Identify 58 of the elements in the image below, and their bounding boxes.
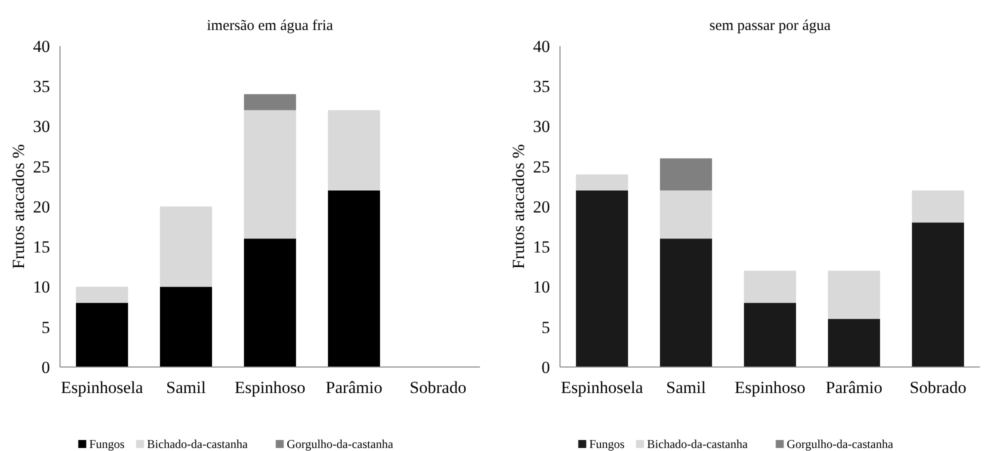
legend-label: Bichado-da-castanha: [147, 437, 248, 451]
bar: [76, 286, 128, 303]
x-tick-label: Parâmio: [826, 378, 882, 397]
bar: [244, 238, 296, 367]
bar: [76, 302, 128, 367]
bar: [744, 270, 796, 303]
bar: [912, 222, 964, 367]
y-tick-label: 25: [33, 157, 50, 176]
bar: [576, 190, 628, 367]
bar: [160, 206, 212, 287]
bar: [828, 270, 880, 319]
x-tick-label: Parâmio: [326, 378, 382, 397]
y-tick-label: 35: [533, 77, 550, 96]
legend-label: Gorgulho-da-castanha: [286, 437, 394, 451]
x-tick-label: Espinhoso: [734, 378, 806, 397]
bar: [328, 110, 380, 190]
y-axis-title: Frutos atacados %: [9, 144, 28, 269]
y-tick-label: 10: [533, 278, 550, 297]
x-tick-label: Sobrado: [910, 378, 966, 397]
y-tick-label: 0: [42, 358, 50, 377]
bar: [828, 318, 880, 367]
y-axis-title: Frutos atacados %: [509, 144, 528, 269]
x-tick-label: Samil: [166, 378, 206, 397]
y-tick-label: 5: [42, 318, 50, 337]
x-tick-label: Samil: [666, 378, 706, 397]
legend-label: Fungos: [89, 437, 125, 451]
x-tick-label: Espinhosela: [60, 378, 144, 397]
y-tick-label: 20: [33, 197, 50, 216]
y-tick-label: 30: [33, 117, 50, 136]
y-tick-label: 40: [33, 36, 50, 56]
x-tick-label: Espinhoso: [234, 378, 306, 397]
chart-title: sem passar por água: [709, 18, 831, 34]
x-tick-label: Sobrado: [410, 378, 466, 397]
y-tick-label: 20: [533, 197, 550, 216]
y-tick-label: 30: [533, 117, 550, 136]
y-tick-label: 15: [33, 238, 50, 257]
bar: [244, 110, 296, 239]
y-tick-label: 0: [542, 358, 550, 377]
bar: [660, 158, 712, 190]
y-tick-label: 5: [542, 318, 550, 337]
bar: [660, 238, 712, 367]
bar: [744, 302, 796, 367]
bar: [576, 174, 628, 190]
y-tick-label: 40: [533, 36, 550, 56]
y-tick-label: 25: [533, 157, 550, 176]
bar: [912, 190, 964, 223]
y-tick-label: 15: [533, 238, 550, 257]
bar: [660, 190, 712, 239]
x-tick-label: Espinhosela: [560, 378, 644, 397]
y-tick-label: 35: [33, 77, 50, 96]
bar: [328, 190, 380, 367]
y-tick-label: 10: [33, 278, 50, 297]
chart-title: imersão em água fria: [206, 18, 334, 34]
legend-label: Gorgulho-da-castanha: [786, 437, 894, 451]
legend-label: Fungos: [589, 437, 625, 451]
legend-label: Bichado-da-castanha: [647, 437, 748, 451]
bar: [244, 94, 296, 110]
bar: [160, 286, 212, 367]
